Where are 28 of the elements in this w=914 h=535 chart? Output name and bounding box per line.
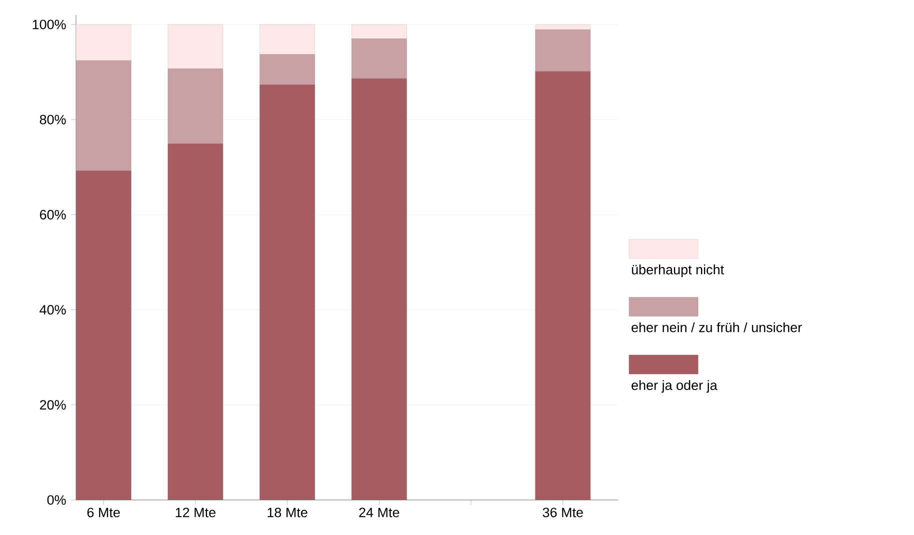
y-tick-label: 40% xyxy=(40,305,66,315)
x-tick-label: 12 Mte xyxy=(176,508,216,518)
y-tick-label: 60% xyxy=(40,210,66,220)
x-tick-label: 36 Mte xyxy=(542,508,583,518)
bar xyxy=(352,78,407,500)
y-tick-label: 0% xyxy=(47,495,66,505)
bar xyxy=(76,24,132,61)
bar xyxy=(168,68,224,144)
bar xyxy=(168,144,224,500)
bar xyxy=(260,54,315,86)
text: eher ja oder ja xyxy=(632,380,718,393)
bar xyxy=(76,60,132,172)
text: eher nein / zu früh / unsicher xyxy=(632,322,802,332)
y-tick-label: 80% xyxy=(40,114,66,124)
bar xyxy=(535,71,591,500)
bar xyxy=(168,24,224,69)
bar xyxy=(535,30,591,72)
x-tick-label: 6 Mte xyxy=(87,508,120,518)
bar xyxy=(260,84,315,500)
text: überhaupt nicht xyxy=(632,264,724,278)
bar xyxy=(352,38,407,79)
x-tick-label: 24 Mte xyxy=(359,508,400,518)
y-tick-label: 100% xyxy=(32,20,66,30)
bar xyxy=(352,24,407,39)
x-tick-label: 18 Mte xyxy=(268,508,308,518)
bar xyxy=(260,24,315,55)
bar xyxy=(76,170,132,500)
y-tick-label: 20% xyxy=(40,400,66,410)
